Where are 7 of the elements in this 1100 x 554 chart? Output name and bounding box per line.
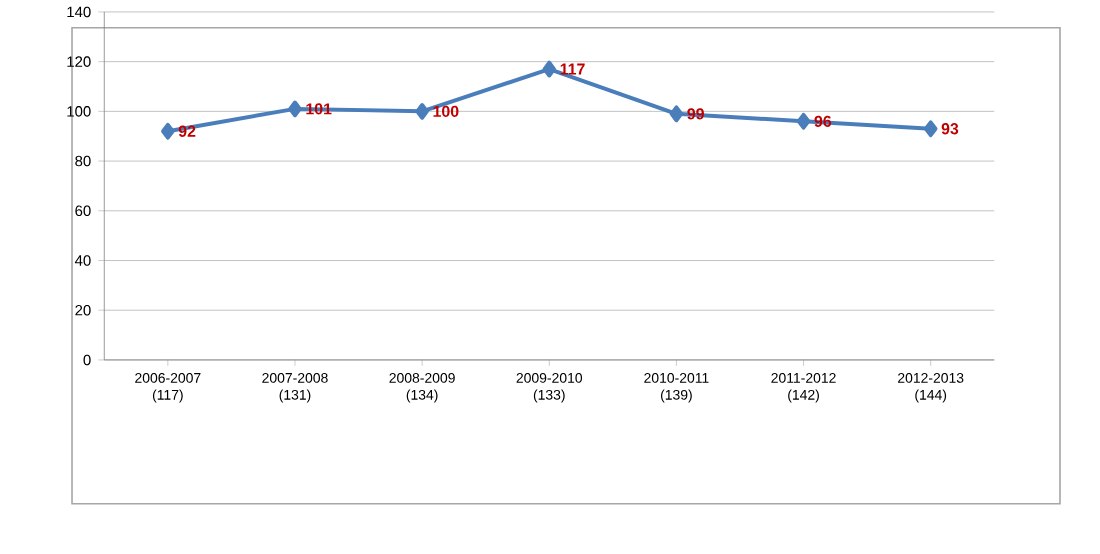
point xyxy=(542,60,557,78)
point xyxy=(161,122,175,140)
point xyxy=(415,103,429,120)
point xyxy=(923,120,938,138)
point xyxy=(796,113,811,130)
point xyxy=(669,105,684,123)
point xyxy=(288,100,302,118)
